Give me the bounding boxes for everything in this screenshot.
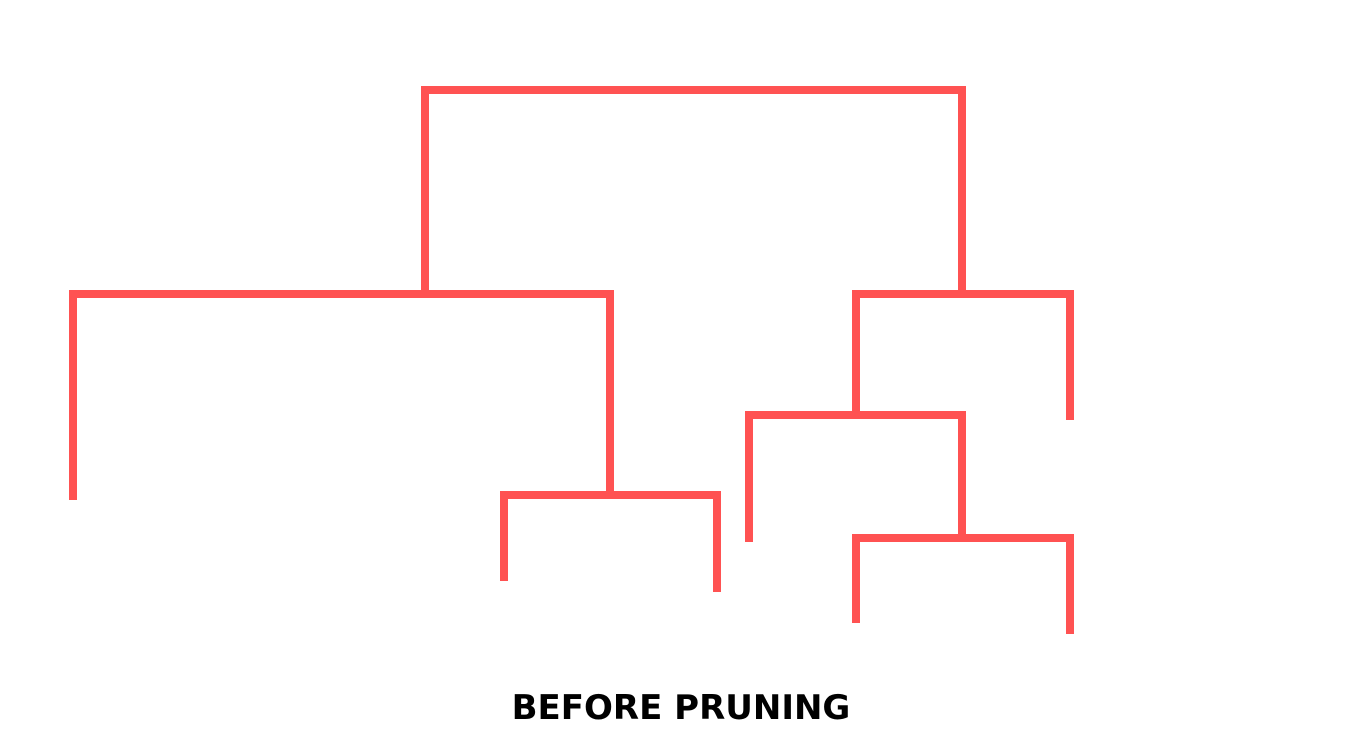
tree-branches (69, 86, 1074, 634)
diagram-caption: BEFORE PRUNING (511, 688, 851, 728)
